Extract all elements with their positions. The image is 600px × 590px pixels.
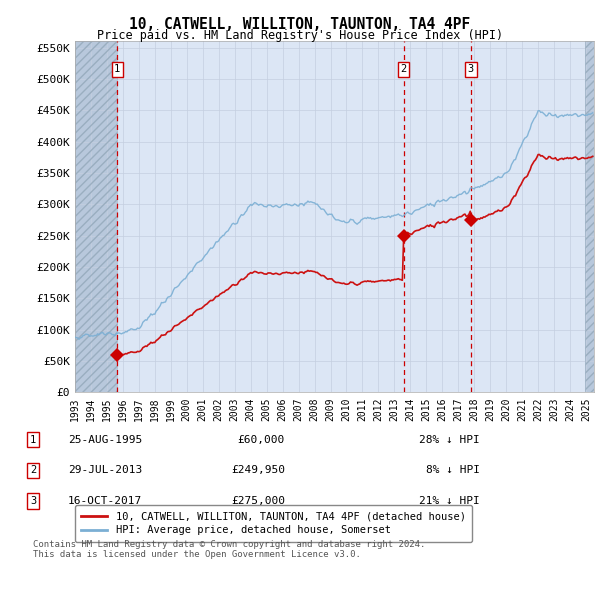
- Bar: [585, 41, 594, 392]
- Bar: [585, 41, 594, 392]
- Text: 21% ↓ HPI: 21% ↓ HPI: [419, 496, 480, 506]
- Text: 29-JUL-2013: 29-JUL-2013: [68, 466, 142, 475]
- Text: 8% ↓ HPI: 8% ↓ HPI: [426, 466, 480, 475]
- Text: £60,000: £60,000: [238, 435, 285, 444]
- Text: £249,950: £249,950: [231, 466, 285, 475]
- Text: 2: 2: [30, 466, 36, 475]
- Bar: [75, 41, 118, 392]
- Text: 16-OCT-2017: 16-OCT-2017: [68, 496, 142, 506]
- Text: 1: 1: [114, 64, 121, 74]
- Text: 3: 3: [468, 64, 474, 74]
- Text: Contains HM Land Registry data © Crown copyright and database right 2024.
This d: Contains HM Land Registry data © Crown c…: [33, 540, 425, 559]
- Bar: [75, 41, 118, 392]
- Text: 3: 3: [30, 496, 36, 506]
- Text: 1: 1: [30, 435, 36, 444]
- Text: 28% ↓ HPI: 28% ↓ HPI: [419, 435, 480, 444]
- Text: Price paid vs. HM Land Registry's House Price Index (HPI): Price paid vs. HM Land Registry's House …: [97, 30, 503, 42]
- Legend: 10, CATWELL, WILLITON, TAUNTON, TA4 4PF (detached house), HPI: Average price, de: 10, CATWELL, WILLITON, TAUNTON, TA4 4PF …: [75, 505, 472, 542]
- Text: 25-AUG-1995: 25-AUG-1995: [68, 435, 142, 444]
- Text: 2: 2: [401, 64, 407, 74]
- Text: £275,000: £275,000: [231, 496, 285, 506]
- Text: 10, CATWELL, WILLITON, TAUNTON, TA4 4PF: 10, CATWELL, WILLITON, TAUNTON, TA4 4PF: [130, 17, 470, 31]
